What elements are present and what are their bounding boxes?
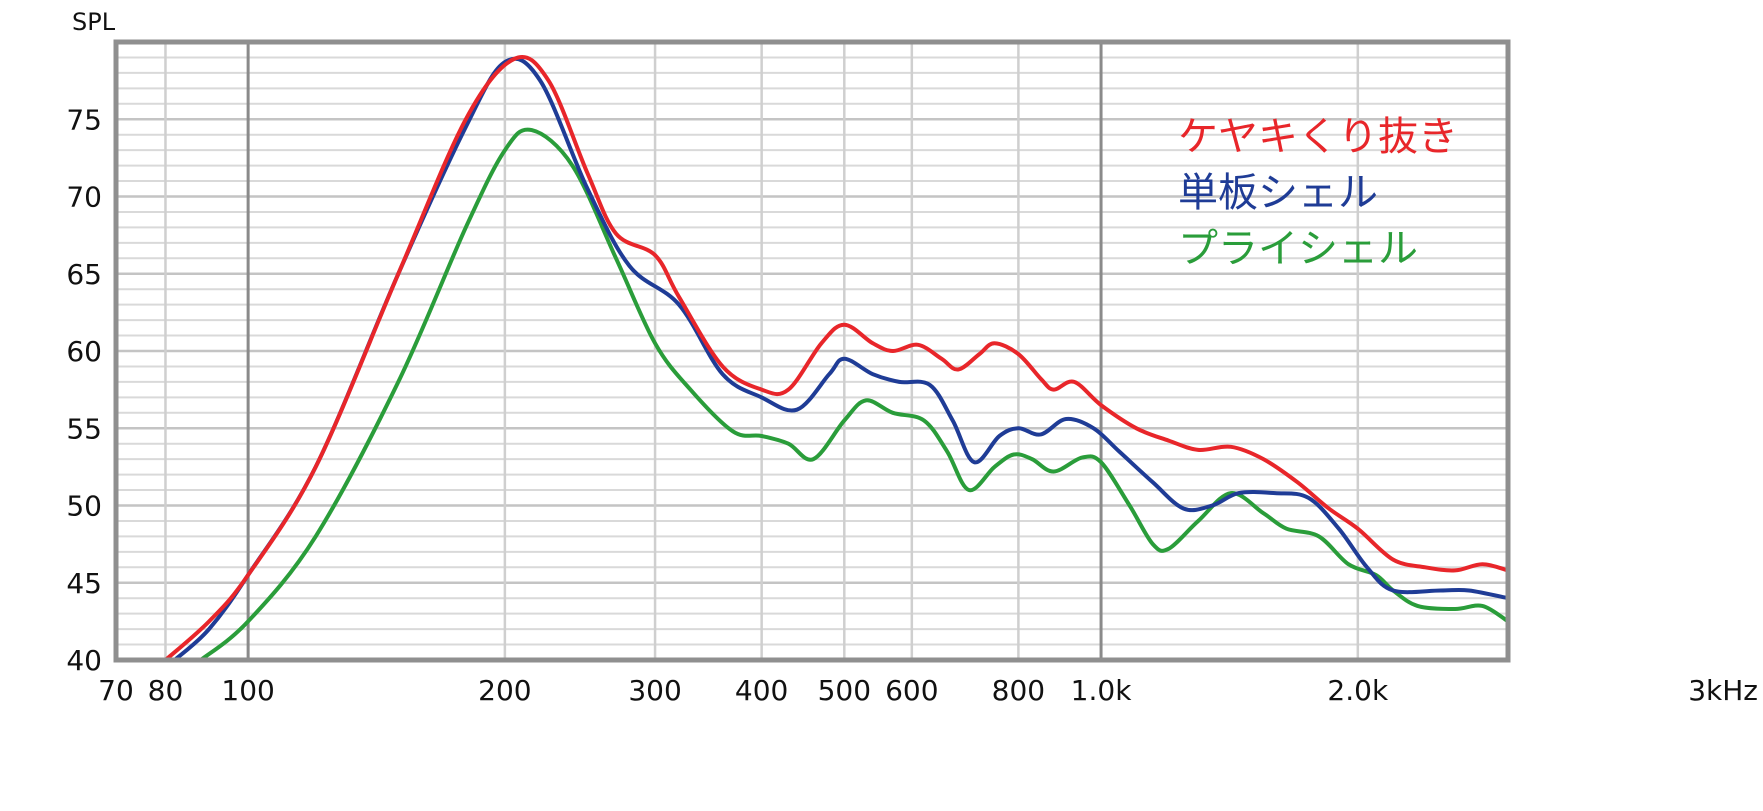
x-tick-label: 1.0k xyxy=(1071,674,1133,707)
series-lines xyxy=(163,55,1510,662)
plot-border-rect xyxy=(113,39,1511,663)
y-tick-label: 70 xyxy=(66,181,102,214)
x-tick-label: 3kHz xyxy=(1688,674,1758,707)
y-tick-label: 55 xyxy=(66,412,102,445)
plot-border xyxy=(113,39,1511,663)
legend-entry: 単板シェル xyxy=(1178,170,1378,216)
x-tick-label: 200 xyxy=(478,674,531,707)
x-tick-labels: 70 80 100 200 300 400 500 600 800 1.0k 2.0k 3kHz xyxy=(98,674,1758,707)
y-tick-label: 50 xyxy=(66,490,102,523)
x-tick-label: 100 xyxy=(221,674,274,707)
y-tick-label: 65 xyxy=(66,258,102,291)
x-tick-label: 400 xyxy=(735,674,788,707)
y-tick-label: 75 xyxy=(66,103,102,136)
y-axis-label: SPL xyxy=(72,8,116,36)
y-tick-labels: 40 45 50 55 60 65 70 75 xyxy=(66,103,102,677)
x-tick-label: 70 xyxy=(98,674,134,707)
y-tick-label: 40 xyxy=(66,644,102,677)
major-grid xyxy=(116,42,1508,660)
legend-entry: プライシェル xyxy=(1178,226,1418,272)
x-tick-label: 80 xyxy=(148,674,184,707)
x-tick-label: 800 xyxy=(992,674,1045,707)
series-line xyxy=(172,56,1510,662)
series-line xyxy=(198,127,1510,662)
x-tick-label: 600 xyxy=(885,674,938,707)
legend-entry: ケヤキくり抜き xyxy=(1178,114,1458,160)
x-tick-label: 300 xyxy=(628,674,681,707)
series-line xyxy=(163,55,1510,662)
x-tick-label: 500 xyxy=(818,674,871,707)
y-tick-label: 60 xyxy=(66,335,102,368)
y-tick-label: 45 xyxy=(66,567,102,600)
x-tick-label: 2.0k xyxy=(1327,674,1389,707)
